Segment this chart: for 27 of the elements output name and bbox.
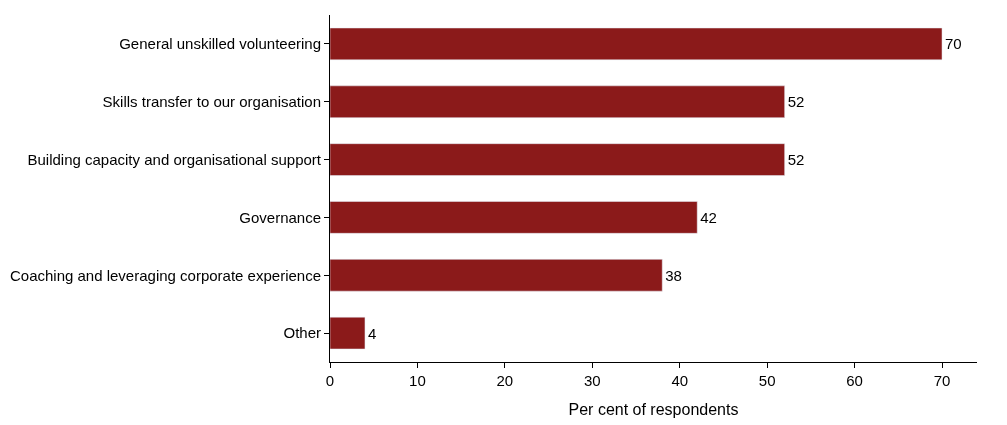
x-tick-label: 20 xyxy=(496,372,514,389)
data-label: 70 xyxy=(945,35,962,53)
x-tick-label: 50 xyxy=(758,372,776,389)
data-label: 52 xyxy=(787,151,805,169)
x-tick-label: 30 xyxy=(583,372,601,389)
data-label: 4 xyxy=(367,324,377,342)
y-tick-label: Skills transfer to our organisation xyxy=(102,93,321,110)
y-tick-label: Governance xyxy=(239,208,321,226)
y-tick-label: Building capacity and organisational support xyxy=(27,150,322,168)
x-tick-label: 40 xyxy=(671,372,689,389)
x-tick-label: 60 xyxy=(846,372,863,389)
x-tick-label: 10 xyxy=(409,372,426,389)
bar xyxy=(330,85,785,118)
x-tick-label: 0 xyxy=(325,372,335,389)
y-tick-label: Other xyxy=(283,324,321,342)
bar xyxy=(330,27,943,61)
y-tick-label: Coaching and leveraging corporate experience xyxy=(9,266,321,284)
bar xyxy=(330,259,663,292)
bar xyxy=(330,316,366,350)
bar xyxy=(330,201,698,234)
x-axis-title: Per cent of respondents xyxy=(568,400,739,418)
x-tick-label: 70 xyxy=(933,372,951,389)
data-label: 52 xyxy=(787,93,805,111)
data-label: 42 xyxy=(700,208,717,226)
bar xyxy=(330,143,785,176)
y-tick-label: General unskilled volunteering xyxy=(119,35,321,53)
data-label: 38 xyxy=(665,266,682,284)
